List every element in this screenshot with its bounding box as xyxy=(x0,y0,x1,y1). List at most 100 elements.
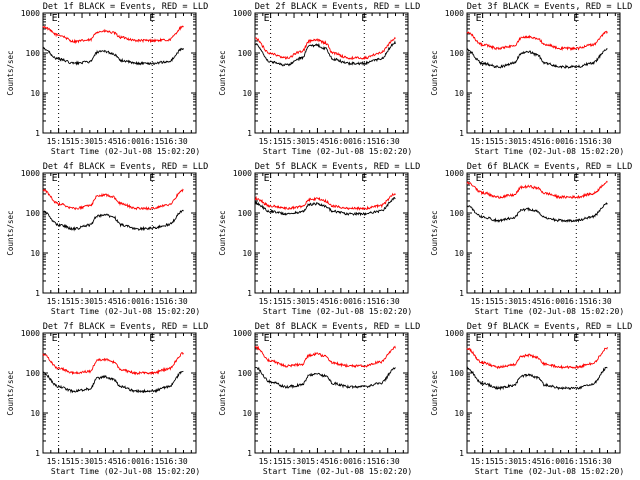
lld-series-line xyxy=(466,30,608,52)
detector-panel-1: Det 1f BLACK = Events, RED = LLD 1 10 100 10… xyxy=(6,2,208,156)
interval-marker-label: E xyxy=(361,13,367,24)
detector-panel-5: Det 5f BLACK = Events, RED = LLD 1 10 100 10… xyxy=(218,162,420,316)
x-tick-label: 15:15 xyxy=(47,297,71,306)
interval-marker-label: E xyxy=(264,173,270,184)
y-tick-label: 10 xyxy=(242,89,252,98)
events-series-line xyxy=(255,196,396,217)
y-axis-label: Counts/sec xyxy=(218,210,227,255)
panel-title: Det 7f BLACK = Events, RED = LLD xyxy=(43,322,209,332)
plot-frame xyxy=(254,172,409,294)
x-axis-label: Start Time (02-Jul-08 15:02:20) xyxy=(263,467,412,476)
y-tick-label: 1 xyxy=(459,289,464,298)
detector-panel-2: Det 2f BLACK = Events, RED = LLD 1 10 100 10… xyxy=(218,2,420,156)
y-axis-label: Counts/sec xyxy=(430,50,439,95)
interval-marker-label: E xyxy=(573,333,579,344)
panel-title: Det 4f BLACK = Events, RED = LLD xyxy=(43,162,209,172)
y-tick-label: 1000 xyxy=(233,169,252,178)
y-axis-label: Counts/sec xyxy=(218,370,227,415)
interval-marker-label: E xyxy=(149,13,155,24)
x-tick-label: 16:15 xyxy=(352,297,376,306)
events-series-line xyxy=(254,366,396,390)
x-tick-label: 15:30 xyxy=(282,297,306,306)
x-tick-label: 16:15 xyxy=(564,137,588,146)
events-series-line xyxy=(42,370,184,394)
y-axis-label: Counts/sec xyxy=(6,50,15,95)
x-axis-label: Start Time (02-Jul-08 15:02:20) xyxy=(263,147,412,156)
plot-frame xyxy=(42,172,197,294)
y-tick-label: 1000 xyxy=(21,9,40,18)
x-tick-label: 15:15 xyxy=(47,137,71,146)
detector-panel-7: Det 7f BLACK = Events, RED = LLD 1 10 100 10… xyxy=(6,322,208,476)
x-tick-label: 16:30 xyxy=(376,297,400,306)
lld-series-line xyxy=(254,192,396,211)
y-tick-label: 1000 xyxy=(445,9,464,18)
y-tick-label: 100 xyxy=(238,369,253,378)
plot-frame xyxy=(254,332,409,454)
events-series-line xyxy=(466,48,608,69)
panel-title: Det 6f BLACK = Events, RED = LLD xyxy=(467,162,633,172)
detector-panel-6: Det 6f BLACK = Events, RED = LLD 1 10 100 10… xyxy=(430,162,632,316)
x-tick-label: 15:30 xyxy=(70,137,94,146)
detector-panel-9: Det 9f BLACK = Events, RED = LLD 1 10 100 10… xyxy=(430,322,632,476)
x-tick-label: 15:45 xyxy=(517,297,541,306)
detector-panel-8: Det 8f BLACK = Events, RED = LLD 1 10 100 10… xyxy=(218,322,420,476)
y-tick-label: 1 xyxy=(35,289,40,298)
detector-panel-4: Det 4f BLACK = Events, RED = LLD 1 10 100 10… xyxy=(6,162,208,316)
events-series-line xyxy=(466,366,608,391)
interval-marker-label: E xyxy=(264,13,270,24)
y-tick-label: 1 xyxy=(35,449,40,458)
interval-marker-label: E xyxy=(264,333,270,344)
x-tick-label: 16:30 xyxy=(164,457,188,466)
interval-marker-label: E xyxy=(361,173,367,184)
interval-marker-label: E xyxy=(52,333,58,344)
panel-title: Det 8f BLACK = Events, RED = LLD xyxy=(255,322,421,332)
lld-series-line xyxy=(254,345,396,369)
x-tick-label: 15:15 xyxy=(259,297,283,306)
x-tick-label: 16:15 xyxy=(352,457,376,466)
x-tick-label: 15:30 xyxy=(70,457,94,466)
x-tick-label: 15:30 xyxy=(494,297,518,306)
x-tick-label: 16:00 xyxy=(117,457,141,466)
panel-title: Det 9f BLACK = Events, RED = LLD xyxy=(467,322,633,332)
x-tick-label: 16:00 xyxy=(329,137,353,146)
x-axis-label: Start Time (02-Jul-08 15:02:20) xyxy=(263,307,412,316)
lld-series-line xyxy=(466,346,608,370)
y-tick-label: 1 xyxy=(247,449,252,458)
y-tick-label: 10 xyxy=(454,89,464,98)
lld-series-line xyxy=(466,180,608,200)
x-tick-label: 16:30 xyxy=(588,137,612,146)
y-tick-label: 10 xyxy=(242,409,252,418)
y-tick-label: 1 xyxy=(459,449,464,458)
x-tick-label: 16:30 xyxy=(164,297,188,306)
x-tick-label: 16:00 xyxy=(541,297,565,306)
x-tick-label: 15:45 xyxy=(93,297,117,306)
x-axis-label: Start Time (02-Jul-08 15:02:20) xyxy=(475,467,624,476)
events-series-line xyxy=(42,46,184,66)
x-tick-label: 15:15 xyxy=(47,457,71,466)
x-tick-label: 16:00 xyxy=(541,457,565,466)
y-tick-label: 100 xyxy=(450,49,465,58)
interval-marker-label: E xyxy=(361,333,367,344)
x-tick-label: 15:15 xyxy=(259,137,283,146)
x-tick-label: 16:15 xyxy=(140,297,164,306)
y-tick-label: 100 xyxy=(450,369,465,378)
x-tick-label: 15:45 xyxy=(305,297,329,306)
x-tick-label: 16:15 xyxy=(564,457,588,466)
lld-series-line xyxy=(254,36,396,61)
x-tick-label: 15:15 xyxy=(471,137,495,146)
x-tick-label: 15:45 xyxy=(305,457,329,466)
interval-marker-label: E xyxy=(476,333,482,344)
lld-series-line xyxy=(42,352,184,376)
y-tick-label: 100 xyxy=(26,209,41,218)
y-tick-label: 1000 xyxy=(445,169,464,178)
x-axis-label: Start Time (02-Jul-08 15:02:20) xyxy=(475,307,624,316)
y-axis-label: Counts/sec xyxy=(6,210,15,255)
lld-series-line xyxy=(42,25,184,45)
events-series-line xyxy=(466,202,608,223)
y-tick-label: 1 xyxy=(247,289,252,298)
y-tick-label: 10 xyxy=(454,249,464,258)
y-tick-label: 1 xyxy=(35,129,40,138)
x-tick-label: 16:30 xyxy=(588,457,612,466)
x-tick-label: 15:30 xyxy=(282,457,306,466)
